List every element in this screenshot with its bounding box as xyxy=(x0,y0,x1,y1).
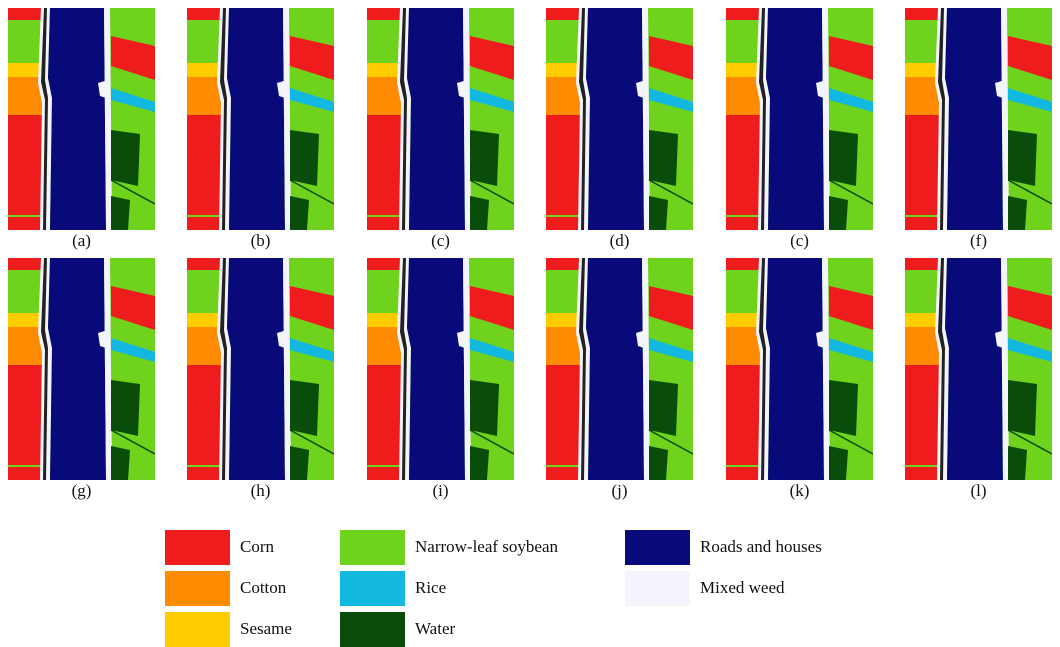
panel-label: (f) xyxy=(970,231,987,250)
panel-label: (d) xyxy=(610,231,630,250)
panel-label: (h) xyxy=(251,481,271,500)
classification-map xyxy=(8,258,155,480)
legend-label: Mixed weed xyxy=(700,578,785,597)
figure: (a) (b) (c) (d) (c) (f) (g) (h) (i) (j) (k) (l) Corn… xyxy=(0,0,1060,647)
classification-map xyxy=(905,258,1052,480)
legend-swatch xyxy=(625,571,690,606)
panel-label: (i) xyxy=(432,481,448,500)
legend-swatch xyxy=(165,530,230,565)
classification-map xyxy=(367,258,514,480)
panel-label: (k) xyxy=(790,481,810,500)
legend-label: Rice xyxy=(415,578,446,597)
panel-label: (c) xyxy=(431,231,450,250)
classification-map xyxy=(546,258,693,480)
classification-map xyxy=(726,258,873,480)
classification-map xyxy=(187,8,334,230)
panel-label: (j) xyxy=(611,481,627,500)
legend-swatch xyxy=(340,612,405,647)
page: {"panels": ["(a)", "(b)", "(c)", "(d)", … xyxy=(0,0,1060,647)
panel-label: (b) xyxy=(251,231,271,250)
legend-swatch xyxy=(625,530,690,565)
legend-label: Narrow-leaf soybean xyxy=(415,537,559,556)
classification-map xyxy=(726,8,873,230)
legend-label: Roads and houses xyxy=(700,537,822,556)
legend-label: Cotton xyxy=(240,578,287,597)
panel-label: (g) xyxy=(72,481,92,500)
classification-map xyxy=(546,8,693,230)
legend-label: Sesame xyxy=(240,619,292,638)
classification-map xyxy=(187,258,334,480)
legend-swatch xyxy=(165,612,230,647)
legend-swatch xyxy=(340,530,405,565)
legend-swatch xyxy=(340,571,405,606)
classification-map xyxy=(367,8,514,230)
panel-label: (c) xyxy=(790,231,809,250)
legend-label: Water xyxy=(415,619,455,638)
legend-swatch xyxy=(165,571,230,606)
classification-map xyxy=(8,8,155,230)
panel-label: (l) xyxy=(970,481,986,500)
panel-label: (a) xyxy=(72,231,91,250)
legend-label: Corn xyxy=(240,537,275,556)
classification-map xyxy=(905,8,1052,230)
